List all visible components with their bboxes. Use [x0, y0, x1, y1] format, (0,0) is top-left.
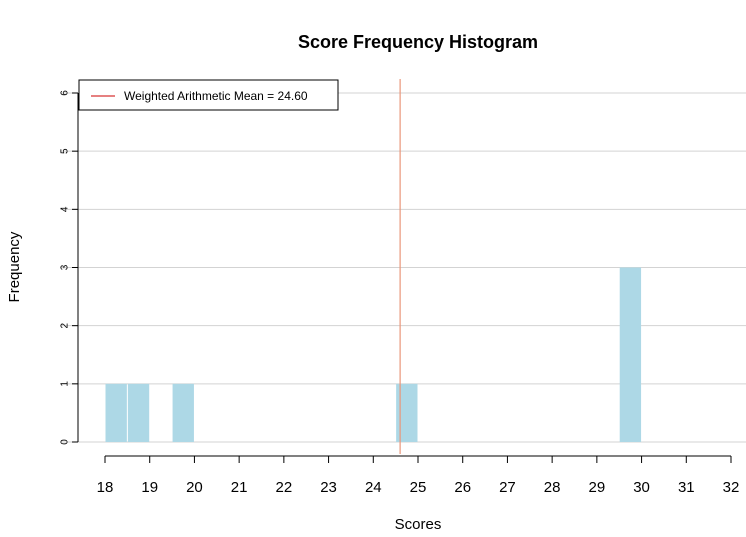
legend-label: Weighted Arithmetic Mean = 24.60 [124, 89, 308, 103]
histogram-bar [172, 383, 194, 442]
x-tick-label: 26 [454, 479, 471, 496]
x-tick-label: 31 [678, 479, 695, 496]
y-axis-label: Frequency [6, 231, 23, 302]
x-axis: 18 19 20 21 22 23 24 25 26 27 28 29 30 31 32 [97, 455, 740, 496]
y-tick-label: 5 [60, 148, 71, 154]
x-tick-label: 22 [276, 479, 293, 496]
histogram-bar [396, 383, 418, 442]
x-tick-label: 29 [589, 479, 606, 496]
y-tick-label: 1 [60, 381, 71, 387]
x-tick-label: 20 [186, 479, 203, 496]
x-tick-label: 18 [97, 479, 114, 496]
x-tick-label: 30 [633, 479, 650, 496]
histogram-bar [619, 267, 642, 442]
x-tick-label: 21 [231, 479, 248, 496]
x-tick-label: 19 [141, 479, 158, 496]
chart-title: Score Frequency Histogram [298, 32, 538, 52]
y-axis: 0 1 2 3 4 5 6 [60, 90, 79, 445]
x-axis-label: Scores [395, 516, 442, 533]
histogram-bar [127, 383, 150, 442]
y-tick-label: 6 [60, 90, 71, 96]
legend-box [78, 79, 339, 111]
y-tick-label: 4 [60, 206, 71, 212]
x-tick-label: 32 [723, 479, 740, 496]
x-tick-label: 23 [320, 479, 337, 496]
x-tick-label: 25 [410, 479, 427, 496]
histogram-bar [105, 383, 127, 442]
x-tick-label: 28 [544, 479, 561, 496]
bars [105, 267, 642, 442]
y-tick-label: 2 [60, 322, 71, 328]
x-tick-label: 27 [499, 479, 516, 496]
x-tick-label: 24 [365, 479, 382, 496]
y-tick-label: 3 [60, 264, 71, 270]
y-tick-label: 0 [60, 439, 71, 445]
legend: Weighted Arithmetic Mean = 24.60 [78, 79, 339, 111]
